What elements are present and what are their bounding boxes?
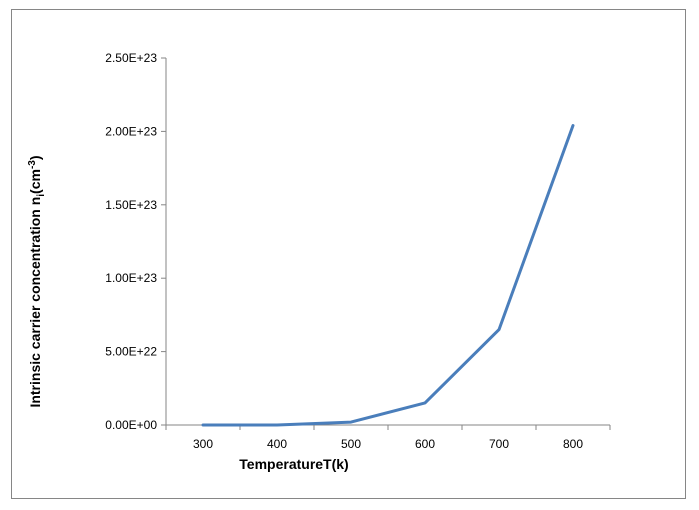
chart-frame <box>11 9 686 499</box>
y-axis-title-subscript: i <box>36 194 47 197</box>
x-tick-label: 500 <box>341 437 361 451</box>
y-tick-label: 1.00E+23 <box>105 271 157 285</box>
y-axis-title: Intrinsic carrier concentration ni(cm-3) <box>27 155 47 407</box>
y-axis-title-main: Intrinsic carrier concentration n <box>27 197 43 408</box>
x-tick-label: 400 <box>267 437 287 451</box>
y-axis-title-open: (cm <box>27 169 43 194</box>
x-tick-label: 300 <box>193 437 213 451</box>
y-tick-label: 1.50E+23 <box>105 198 157 212</box>
y-tick-label: 2.00E+23 <box>105 124 157 138</box>
x-axis-ticks: 300 400 500 600 700 800 <box>165 425 611 451</box>
y-tick-label: 5.00E+22 <box>105 345 157 359</box>
y-tick-label: 2.50E+23 <box>105 51 157 65</box>
y-axis-title-close: ) <box>27 155 43 160</box>
y-tick-label: 0.00E+00 <box>105 418 157 432</box>
series-line <box>201 124 575 427</box>
series-group <box>201 124 575 427</box>
x-tick-label: 800 <box>563 437 583 451</box>
x-axis-title: TemperatureT(k) <box>239 456 348 472</box>
y-axis-ticks: 0.00E+00 5.00E+22 1.00E+23 1.50E+23 2.00E+23… <box>105 51 166 432</box>
y-axis-title-superscript: -3 <box>27 160 38 169</box>
x-tick-label: 700 <box>489 437 509 451</box>
x-tick-label: 600 <box>415 437 435 451</box>
